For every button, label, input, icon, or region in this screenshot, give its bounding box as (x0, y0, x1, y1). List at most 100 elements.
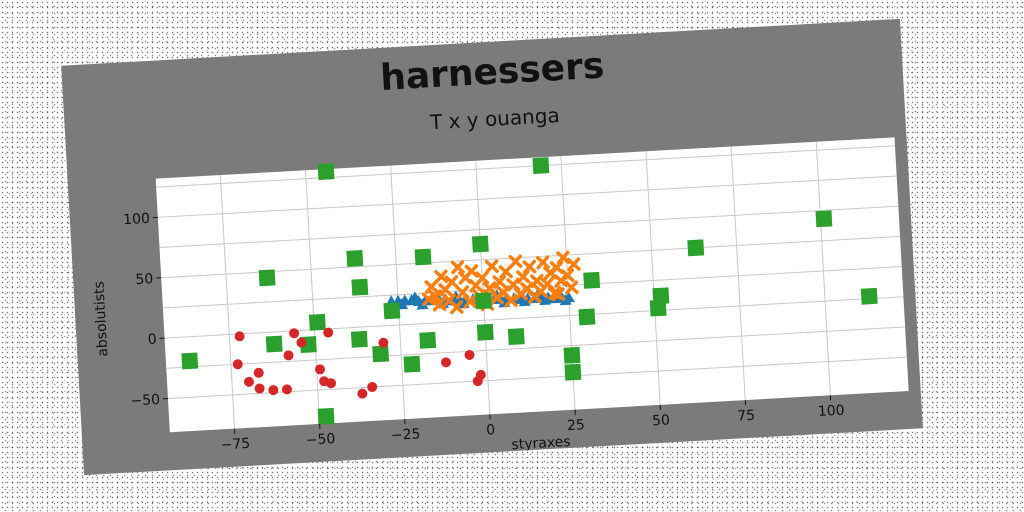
x-grid-line (390, 165, 406, 420)
x-tick-label: −75 (220, 436, 250, 454)
circle-point (357, 388, 368, 399)
x-point (475, 270, 490, 285)
chart-title: harnessers (379, 45, 605, 98)
grid-lines (156, 141, 907, 429)
x-grid-line (304, 170, 321, 424)
x-point (560, 268, 575, 283)
x-point (432, 297, 447, 312)
x-point (455, 285, 470, 300)
x-point (449, 300, 464, 315)
x-point (434, 269, 449, 284)
square-point (403, 355, 421, 373)
square-point (476, 323, 494, 341)
x-tick-label: 75 (737, 408, 756, 425)
x-grid-line (730, 146, 746, 401)
x-point (530, 273, 545, 288)
square-point (258, 269, 276, 287)
circle-point (268, 385, 279, 396)
x-point (551, 287, 566, 302)
x-point (450, 260, 465, 275)
square-point (351, 278, 369, 296)
x-tick-label: 100 (817, 403, 845, 420)
square-point (563, 346, 581, 364)
square-point (383, 302, 401, 320)
square-point (414, 248, 432, 266)
x-grid-line (219, 175, 236, 429)
square-point (564, 363, 582, 381)
data-points (181, 157, 878, 425)
x-point (464, 264, 479, 279)
x-tick-label: 50 (652, 412, 671, 429)
y-tick-label: 100 (123, 211, 151, 228)
triangle-point (450, 290, 463, 302)
circle-point (323, 327, 334, 338)
x-tick-label: −50 (305, 431, 335, 449)
x-point (540, 276, 555, 291)
square-point (181, 352, 199, 370)
circle-point (283, 350, 294, 361)
x-point (503, 293, 518, 308)
x-grid-line (645, 151, 661, 405)
x-point (516, 269, 531, 284)
triangle-point (539, 293, 552, 306)
x-point (482, 281, 497, 296)
y-grid-line (156, 145, 896, 188)
y-grid-line (164, 296, 904, 339)
y-grid-line (157, 175, 897, 218)
square-point (860, 287, 878, 305)
scatter-chart: harnessers T x y ouanga −75 −50 −25 0 25 50 75… (91, 45, 909, 454)
circle-point (440, 357, 451, 368)
y-tick-label: −50 (130, 392, 160, 410)
square-point (475, 292, 492, 310)
circle-point (289, 328, 300, 339)
circle-point (253, 367, 264, 378)
square-point (507, 328, 525, 346)
square-point (350, 330, 368, 348)
x-point (566, 257, 581, 272)
chart-figure: harnessers T x y ouanga −75 −50 −25 0 25 50 75… (61, 18, 923, 476)
y-grid-line (166, 326, 906, 369)
x-point (498, 264, 513, 279)
square-point (471, 235, 489, 253)
x-point (444, 275, 459, 290)
x-point (564, 280, 579, 295)
x-point (522, 259, 537, 274)
triangle-point (409, 291, 422, 303)
square-point (265, 335, 283, 353)
triangle-point (518, 295, 531, 307)
square-point (583, 271, 601, 289)
circle-point (326, 378, 337, 389)
x-grid-line (475, 160, 491, 415)
square-point (346, 249, 364, 267)
x-point (462, 294, 477, 309)
square-point (687, 239, 705, 257)
x-point (424, 279, 439, 294)
x-point (506, 277, 521, 292)
chart-subtitle: T x y ouanga (428, 103, 560, 134)
x-grid-line (815, 141, 831, 396)
square-point (578, 308, 596, 326)
square-point (308, 313, 326, 331)
square-point (372, 345, 390, 363)
square-point (419, 331, 437, 349)
circle-point (475, 369, 486, 380)
triangle-point (559, 293, 572, 306)
x-point (421, 292, 436, 307)
y-axis-label: absolutists (91, 281, 111, 357)
y-tick-label: 50 (135, 271, 154, 288)
x-tick-label: 25 (567, 417, 586, 434)
x-axis-label: styraxes (511, 434, 571, 453)
y-grid-line (159, 205, 899, 249)
square-point (815, 210, 833, 228)
square-point (532, 157, 550, 175)
circle-point (296, 337, 307, 348)
circle-point (367, 382, 378, 393)
circle-point (243, 376, 254, 387)
y-grid-line (161, 235, 901, 279)
tick-labels: −75 −50 −25 0 25 50 75 100 −50 0 50 100 (123, 211, 845, 454)
circle-point (232, 359, 243, 370)
circle-point (281, 384, 292, 395)
circle-point (464, 349, 475, 360)
square-point (317, 407, 335, 425)
x-point (556, 250, 571, 265)
